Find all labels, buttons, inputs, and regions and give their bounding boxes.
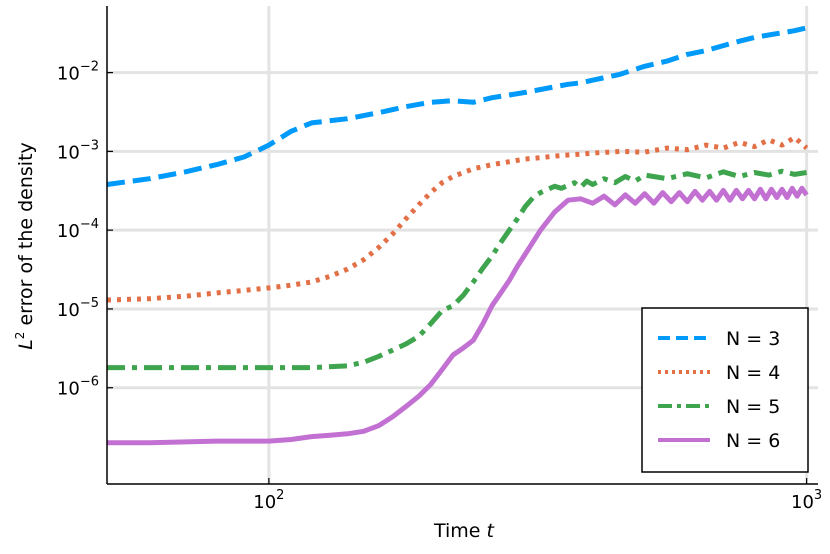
legend-label: N = 4	[726, 362, 780, 384]
y-tick-label: 10−6	[57, 375, 99, 400]
series-line-4	[107, 185, 809, 446]
x-axis-label: Time t	[433, 520, 496, 542]
y-tick-label: 10−2	[57, 60, 99, 85]
grid-lines	[107, 6, 818, 484]
y-axis-label: L2 error of the density	[13, 142, 37, 350]
tick-labels: 102 103 10−2 10−3 10−4 10−5 10−6	[57, 60, 822, 513]
series-line-1	[106, 25, 808, 187]
x-tick-label: 102	[253, 488, 284, 513]
legend-label: N = 6	[726, 430, 780, 452]
legend-label: N = 5	[726, 396, 780, 418]
axes	[106, 6, 818, 485]
series-line-2	[106, 135, 809, 303]
series-lines	[106, 25, 809, 446]
y-tick-label: 10−5	[57, 296, 99, 321]
legend-box	[641, 307, 809, 473]
series-line-3	[107, 168, 807, 371]
y-tick-label: 10−3	[57, 138, 99, 163]
y-tick-label: 10−4	[57, 217, 99, 242]
x-tick-label: 103	[791, 488, 822, 513]
legend: N = 3 N = 4 N = 5 N = 6	[641, 307, 809, 473]
legend-label: N = 3	[726, 328, 780, 350]
